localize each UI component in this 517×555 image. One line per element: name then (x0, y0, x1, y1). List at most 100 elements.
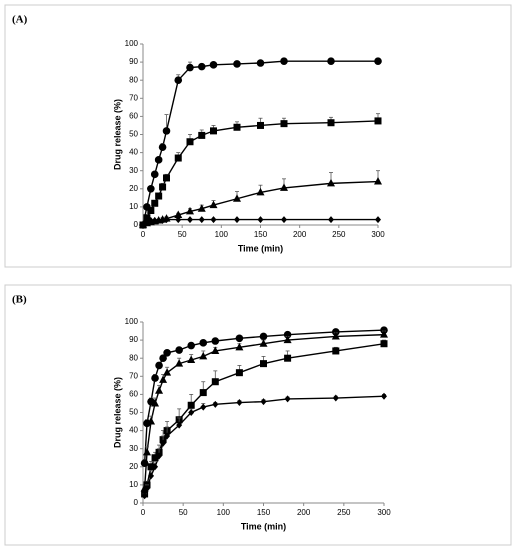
x-tick-label: 250 (337, 508, 351, 517)
marker (211, 346, 220, 354)
marker (187, 341, 195, 350)
y-tick-label: 40 (129, 148, 138, 157)
y-tick-label: 30 (129, 166, 138, 175)
marker (236, 399, 243, 407)
y-tick-label: 80 (129, 75, 138, 84)
marker (148, 472, 155, 480)
y-tick-label: 0 (134, 220, 139, 229)
marker (155, 361, 163, 370)
marker (140, 221, 146, 229)
series-line (143, 395, 385, 496)
x-tick-label: 50 (178, 230, 187, 239)
marker (159, 375, 168, 383)
marker (186, 206, 194, 215)
marker (233, 194, 241, 202)
marker (233, 123, 241, 131)
marker (234, 216, 240, 224)
marker (331, 331, 340, 340)
marker (147, 417, 156, 425)
marker (175, 346, 183, 354)
y-tick-label: 20 (129, 462, 138, 471)
marker (198, 131, 206, 139)
marker (200, 403, 207, 411)
marker (380, 326, 388, 334)
marker (159, 183, 167, 191)
marker (259, 332, 268, 341)
marker (176, 421, 183, 429)
marker (199, 389, 207, 397)
marker (144, 485, 151, 493)
marker (175, 216, 182, 224)
marker (327, 57, 335, 65)
marker (260, 360, 267, 368)
marker (143, 447, 152, 456)
x-axis-label: Time (min) (241, 521, 286, 531)
panel-label: (A) (12, 14, 28, 26)
x-tick-label: 200 (297, 508, 311, 517)
marker (210, 216, 217, 224)
series-line (143, 333, 385, 489)
marker (187, 401, 195, 409)
marker (187, 355, 196, 364)
x-tick-label: 150 (257, 508, 271, 517)
marker (257, 216, 264, 224)
marker (151, 199, 159, 207)
y-tick-label: 10 (129, 480, 138, 489)
marker (151, 216, 158, 224)
marker (147, 207, 155, 215)
y-tick-label: 80 (129, 353, 138, 362)
marker (140, 459, 149, 467)
marker (147, 185, 155, 193)
marker (155, 216, 162, 224)
marker (186, 63, 194, 72)
marker (197, 62, 206, 71)
marker (374, 57, 382, 65)
marker (211, 378, 219, 386)
marker (164, 432, 171, 440)
marker (159, 216, 166, 224)
y-tick-label: 60 (129, 390, 138, 399)
marker (332, 328, 340, 336)
marker (332, 394, 339, 402)
marker (284, 354, 292, 362)
marker (235, 369, 243, 377)
marker (199, 339, 208, 347)
y-tick-label: 40 (129, 426, 138, 435)
marker (210, 127, 217, 135)
marker (259, 339, 268, 347)
y-tick-label: 20 (129, 184, 138, 193)
marker (163, 216, 170, 224)
marker (381, 392, 387, 400)
marker (332, 347, 340, 355)
marker (174, 76, 183, 84)
marker (158, 143, 167, 151)
x-tick-label: 100 (217, 508, 231, 517)
marker (156, 452, 163, 460)
marker (163, 174, 170, 182)
y-tick-label: 70 (129, 93, 138, 102)
marker (163, 348, 171, 357)
marker (174, 154, 182, 162)
marker (375, 216, 381, 224)
marker (141, 492, 148, 500)
series-line (142, 60, 378, 226)
marker (150, 170, 159, 179)
marker (151, 398, 160, 407)
marker (159, 354, 167, 363)
marker (257, 121, 264, 129)
marker (212, 400, 219, 408)
marker (284, 395, 291, 403)
x-tick-label: 50 (179, 508, 188, 517)
y-tick-label: 100 (125, 317, 139, 326)
y-tick-label: 50 (129, 408, 138, 417)
marker (280, 57, 288, 65)
marker (256, 187, 265, 196)
y-tick-label: 10 (129, 202, 138, 211)
marker (235, 342, 244, 351)
marker (155, 192, 163, 200)
panel-frame (4, 284, 512, 546)
marker (151, 374, 159, 382)
x-axis-label: Time (min) (238, 243, 283, 253)
marker (374, 117, 382, 125)
marker (162, 127, 171, 135)
